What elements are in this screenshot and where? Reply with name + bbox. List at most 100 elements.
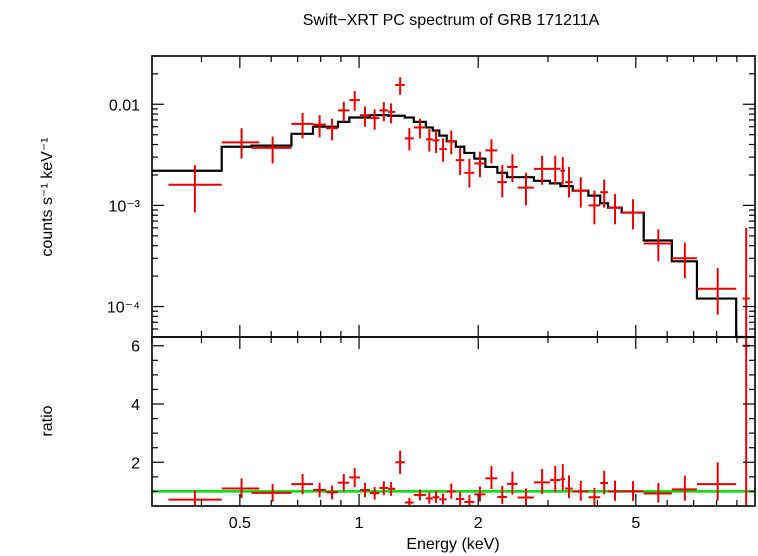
ratio-point-31 — [588, 487, 601, 506]
spectrum-point-5 — [325, 118, 339, 141]
spectrum-point-4 — [312, 115, 326, 138]
ratio-point-10 — [379, 481, 389, 496]
ratio-point-35 — [643, 482, 672, 503]
top-y-tick-label: 10⁻⁴ — [107, 300, 140, 317]
ratio-point-28 — [560, 464, 566, 491]
spectrum-point-6 — [338, 101, 350, 122]
spectrum-point-25 — [517, 172, 534, 206]
spectrum-point-24 — [507, 154, 518, 183]
ratio-point-19 — [455, 492, 465, 506]
spectrum-point-37 — [696, 268, 737, 315]
spectrum-point-32 — [600, 179, 609, 208]
top-y-tick-label: 10⁻³ — [108, 198, 140, 215]
ratio-point-8 — [359, 482, 370, 498]
spectrum-point-19 — [455, 147, 465, 175]
spectrum-point-30 — [572, 177, 589, 208]
ratio-point-27 — [549, 465, 561, 493]
top-panel-frame — [151, 55, 756, 338]
ratio-point-1 — [221, 478, 260, 499]
ratio-point-7 — [349, 468, 360, 488]
spectrum-point-34 — [621, 199, 644, 230]
top-ticks-layer: 0.01 10⁻³ 10⁻⁴ — [107, 55, 755, 338]
top-y-axis-label: counts s⁻¹ keV⁻¹ — [39, 137, 56, 256]
spectrum-point-14 — [413, 118, 426, 139]
spectrum-point-12 — [395, 77, 405, 95]
ratio-point-23 — [497, 485, 508, 504]
spectrum-point-13 — [404, 128, 414, 151]
ratio-point-4 — [312, 482, 326, 498]
bottom-panel-frame — [151, 336, 756, 507]
ratio-point-30 — [572, 480, 589, 501]
ratio-point-18 — [446, 483, 456, 499]
ratio-point-29 — [565, 475, 573, 499]
spectrum-point-21 — [474, 151, 486, 178]
spectrum-point-36 — [671, 242, 697, 279]
bottom-y-tick-label: 6 — [131, 339, 140, 356]
top-y-tick-label: 0.01 — [109, 97, 140, 114]
ratio-point-5 — [325, 485, 339, 500]
spectrum-point-20 — [464, 158, 475, 188]
spectrum-point-11 — [388, 103, 396, 124]
spectrum-point-8 — [359, 106, 370, 127]
top-panel: 0.01 10⁻³ 10⁻⁴ counts s⁻¹ keV⁻¹ — [39, 55, 756, 339]
spectrum-point-17 — [439, 138, 447, 162]
ratio-point-0 — [168, 489, 222, 506]
spectrum-point-7 — [349, 91, 360, 111]
spectrum-point-38 — [742, 227, 750, 337]
ratio-point-12 — [395, 450, 405, 474]
ratio-point-25 — [517, 488, 534, 506]
bottom-y-tick-label: 4 — [131, 397, 140, 414]
ratio-point-20 — [464, 494, 475, 506]
spectrum-point-18 — [446, 130, 456, 155]
spectrum-point-2 — [251, 136, 292, 164]
bottom-ticks-layer: 0.5 1 2 5 2 4 6 — [131, 337, 755, 532]
ratio-point-32 — [600, 470, 609, 495]
ratio-point-34 — [621, 481, 644, 501]
spectrum-point-9 — [369, 109, 380, 130]
ratio-point-13 — [404, 497, 414, 506]
ratio-point-36 — [671, 475, 697, 501]
spectrum-point-15 — [425, 128, 433, 152]
bottom-y-tick-label: 2 — [131, 455, 140, 472]
ratio-point-33 — [608, 480, 622, 501]
x-tick-label: 0.5 — [229, 515, 251, 532]
ratio-point-16 — [432, 490, 440, 504]
spectrum-point-1 — [221, 128, 260, 159]
spectrum-point-10 — [379, 102, 389, 122]
spectrum-point-16 — [432, 129, 440, 153]
top-data-layer — [168, 77, 750, 337]
ratio-point-26 — [533, 468, 550, 495]
ratio-point-9 — [369, 487, 380, 500]
spectrum-point-28 — [560, 157, 566, 185]
ratio-point-15 — [425, 492, 433, 504]
ratio-point-17 — [439, 493, 447, 505]
ratio-point-11 — [388, 482, 396, 496]
spectrum-point-31 — [588, 190, 601, 225]
bottom-panel: 0.5 1 2 5 2 4 6 ratio Energy (keV) — [39, 336, 756, 553]
ratio-point-3 — [291, 473, 313, 495]
spectrum-point-23 — [497, 165, 508, 198]
spectrum-point-22 — [485, 139, 498, 164]
ratio-point-24 — [507, 471, 518, 495]
x-axis-label: Energy (keV) — [406, 536, 499, 553]
x-tick-label: 5 — [631, 515, 640, 532]
spectrum-point-26 — [533, 155, 550, 185]
spectrum-point-35 — [643, 229, 672, 262]
bottom-data-layer — [168, 337, 750, 506]
x-tick-label: 2 — [474, 515, 483, 532]
ratio-point-37 — [696, 462, 737, 501]
ratio-point-14 — [413, 489, 426, 501]
ratio-point-38 — [742, 337, 750, 506]
spectrum-point-29 — [565, 166, 573, 198]
chart-title: Swift−XRT PC spectrum of GRB 171211A — [303, 12, 600, 29]
ratio-point-22 — [485, 466, 498, 490]
spectrum-point-33 — [608, 193, 622, 225]
spectrum-point-0 — [168, 165, 222, 213]
spectrum-point-27 — [549, 155, 561, 185]
bottom-y-axis-label: ratio — [39, 405, 56, 436]
ratio-point-2 — [251, 484, 292, 502]
ratio-point-6 — [338, 473, 350, 492]
x-tick-label: 1 — [355, 515, 364, 532]
spectrum-point-3 — [291, 112, 313, 139]
